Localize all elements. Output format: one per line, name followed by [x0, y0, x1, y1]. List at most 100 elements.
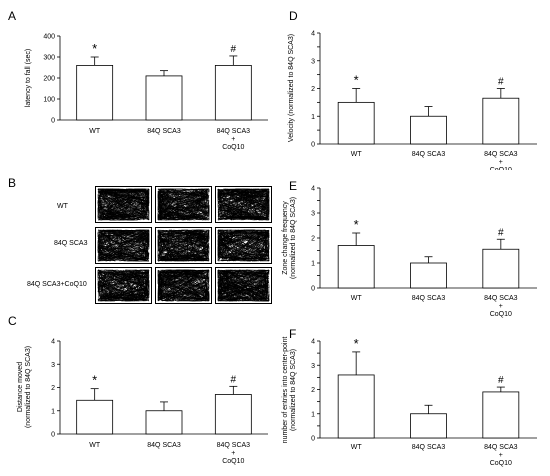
panel-d-y-tick-label: 0 — [311, 142, 315, 149]
panel-f-category-label: 84Q SCA3 + CoQ10 — [484, 444, 518, 467]
panel-d-category-label: 84Q SCA3+CoQ10 — [484, 151, 518, 170]
panel-a-category-label: 84Q SCA3 + CoQ10 — [217, 128, 251, 151]
panel-e-y-label: Zone change frequency(normalized to 84Q … — [282, 197, 297, 279]
locomotion-track-path — [217, 229, 270, 262]
panel-d-letter: D — [289, 9, 298, 23]
panel-f-y-tick-label: 4 — [311, 339, 315, 346]
panel-e-significance-mark: * — [354, 217, 359, 232]
track-plot — [155, 267, 212, 304]
panel-e-category-label: WT — [351, 295, 363, 302]
panel-f-bar — [410, 413, 447, 439]
panel-f-category-label: 84Q SCA3 — [412, 444, 446, 451]
panel-c-significance-mark: # — [231, 374, 237, 385]
panel-c-y-tick-label: 2 — [51, 385, 55, 392]
panel-c-letter: C — [8, 314, 17, 328]
panel-a-y-tick-label: 0 — [51, 118, 55, 125]
panel-f-y-tick-label: 3 — [311, 363, 315, 370]
panel-c-chart: C 0 1 2 3 4 Distance moved(normalized to 84Q S… — [8, 314, 268, 465]
panel-f-significance-mark: * — [354, 336, 359, 351]
panel-e-y-tick-label: 1 — [311, 261, 315, 268]
panel-c-y-label: Distance moved(normalized to 84Q SCA3) — [17, 346, 32, 428]
locomotion-track-path — [157, 269, 210, 302]
panel-d-y-tick-label: 3 — [311, 58, 315, 65]
panel-c-bar — [214, 394, 252, 435]
panel-f-y-tick-label: 0 — [311, 436, 315, 443]
panel-a-y-tick-label: 200 — [43, 76, 55, 83]
panel-e-bar — [337, 245, 375, 289]
panel-a-significance-mark: * — [92, 41, 97, 56]
panel-e-letter: E — [289, 179, 297, 193]
panel-d-y-label: Velocity (normalized to 84Q SCA3) — [288, 34, 295, 142]
panel-c-category-label: 84Q SCA3 — [147, 442, 181, 449]
panel-f-bar — [482, 391, 520, 439]
panel-d-significance-mark: # — [498, 77, 504, 88]
locomotion-track-path — [97, 269, 150, 302]
locomotion-track-path — [157, 188, 210, 221]
panel-e-bar — [482, 248, 520, 289]
track-plot — [95, 186, 152, 223]
track-plot — [215, 267, 272, 304]
panel-d-bar — [337, 101, 375, 145]
panel-e-category-label: 84Q SCA3 — [412, 295, 446, 302]
track-plot — [155, 227, 212, 264]
panel-d-bar — [482, 97, 520, 145]
panel-a-significance-mark: # — [231, 44, 237, 55]
panel-d-y-tick-label: 2 — [311, 86, 315, 93]
locomotion-track-path — [157, 229, 210, 262]
panel-e-y-tick-label: 0 — [311, 286, 315, 293]
panel-f-letter: F — [289, 327, 296, 341]
panel-f-y-label: number of entries into center-point(norm… — [282, 337, 297, 444]
panel-a-y-tick-label: 400 — [43, 34, 55, 41]
panel-c-category-label: 84Q SCA3 + CoQ10 — [217, 442, 251, 465]
panel-f-chart: F 0 1 2 3 4 number of entries into center-poin… — [282, 327, 537, 467]
panel-f-category-label: WT — [351, 444, 363, 451]
panel-c-y-tick-label: 1 — [51, 408, 55, 415]
panel-a-chart: A 0 100 200 300 400 latency to fall (sec) * WT 84… — [8, 9, 268, 151]
panel-a-bar — [76, 65, 114, 121]
panel-e-y-tick-label: 4 — [311, 186, 315, 193]
panel-d-bar — [410, 115, 447, 145]
panel-d-category-label: WT — [351, 151, 363, 158]
locomotion-track-path — [97, 188, 150, 221]
panel-c-category-label: WT — [89, 442, 101, 449]
panel-d-chart: D 0 1 2 3 4 Velocity (normalized to 84Q SCA3) *… — [288, 9, 537, 170]
panel-a-letter: A — [8, 9, 16, 23]
track-row-label-wt: WT — [57, 203, 68, 210]
panel-d-category-label: 84Q SCA3 — [412, 151, 446, 158]
panel-e-category-label: 84Q SCA3 + CoQ10 — [484, 295, 518, 318]
locomotion-track-path — [217, 188, 270, 221]
track-plot — [155, 186, 212, 223]
panel-e-significance-mark: # — [498, 227, 504, 238]
panel-c-significance-mark: * — [92, 373, 97, 388]
panel-c-y-tick-label: 0 — [51, 432, 55, 439]
panel-b-letter: B — [8, 176, 17, 190]
track-plot — [95, 267, 152, 304]
track-row-label-84q: 84Q SCA3 — [54, 240, 88, 247]
panel-f-y-tick-label: 2 — [311, 387, 315, 394]
panel-e-bar — [410, 262, 447, 289]
panel-a-y-label: latency to fall (sec) — [25, 49, 32, 107]
locomotion-track-path — [217, 269, 270, 302]
panel-c-bar — [145, 410, 183, 435]
panel-d-y-tick-label: 4 — [311, 31, 315, 38]
panel-c-y-tick-label: 4 — [51, 339, 55, 346]
locomotion-track-path — [97, 229, 150, 262]
panel-e-y-tick-label: 2 — [311, 236, 315, 243]
track-plot — [215, 227, 272, 264]
panel-d-significance-mark: * — [354, 73, 359, 88]
track-plot — [215, 186, 272, 223]
panel-a-category-label: WT — [89, 128, 101, 135]
panel-a-bar — [214, 65, 252, 121]
panel-e-y-tick-label: 3 — [311, 211, 315, 218]
panel-f-bar — [337, 374, 375, 439]
track-row-label-84q-coq10: 84Q SCA3+CoQ10 — [27, 281, 87, 288]
panel-a-y-tick-label: 300 — [43, 55, 55, 62]
panel-a-category-label: 84Q SCA3 — [147, 128, 181, 135]
panel-c-bar — [76, 399, 114, 435]
panel-f-significance-mark: # — [498, 375, 504, 386]
panel-c-y-tick-label: 3 — [51, 362, 55, 369]
track-plot — [95, 227, 152, 264]
panel-f-y-tick-label: 1 — [311, 411, 315, 418]
panel-d-y-tick-label: 1 — [311, 114, 315, 121]
panel-a-y-tick-label: 100 — [43, 97, 55, 104]
